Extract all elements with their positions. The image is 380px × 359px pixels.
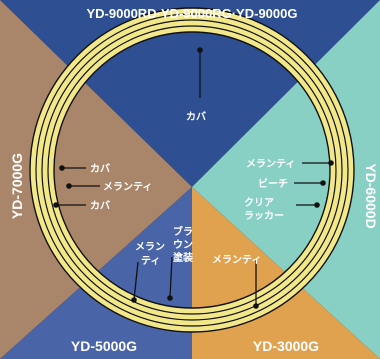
model-bottom-right: YD-3000G (253, 338, 319, 354)
label-bottom-right-meranti: メランティ (212, 254, 261, 266)
left-sector (0, 0, 192, 359)
label-right-meranti: メランティ (246, 158, 295, 170)
drum-ring (29, 7, 355, 333)
label-right-beech: ビーチ (258, 177, 288, 190)
model-left: YD-7000G (9, 153, 25, 219)
model-bottom-left: YD-5000G (71, 338, 137, 354)
label-bottom-left-meranti-2: ティ (141, 255, 160, 267)
model-right: YD-6000D (363, 163, 379, 228)
label-brown-3: 塗装 (173, 251, 193, 264)
label-left-meranti: メランティ (103, 181, 152, 193)
label-left-kaba-2: カバ (90, 200, 110, 212)
leader-lines (56, 50, 331, 306)
label-right-clear-2: ラッカー (244, 210, 284, 222)
label-top-kaba: カバ (186, 111, 206, 123)
label-right-clear-1: クリア (244, 197, 274, 209)
label-brown-2: ウン (173, 239, 193, 251)
label-bottom-left-meranti-1: メラン (135, 241, 165, 253)
leader-dots (53, 47, 334, 309)
label-brown-1: ブラ (173, 225, 193, 238)
label-left-kaba-1: カバ (90, 163, 110, 175)
model-top: YD-9000RD·YD-9000RG·YD-9000G (87, 6, 298, 21)
